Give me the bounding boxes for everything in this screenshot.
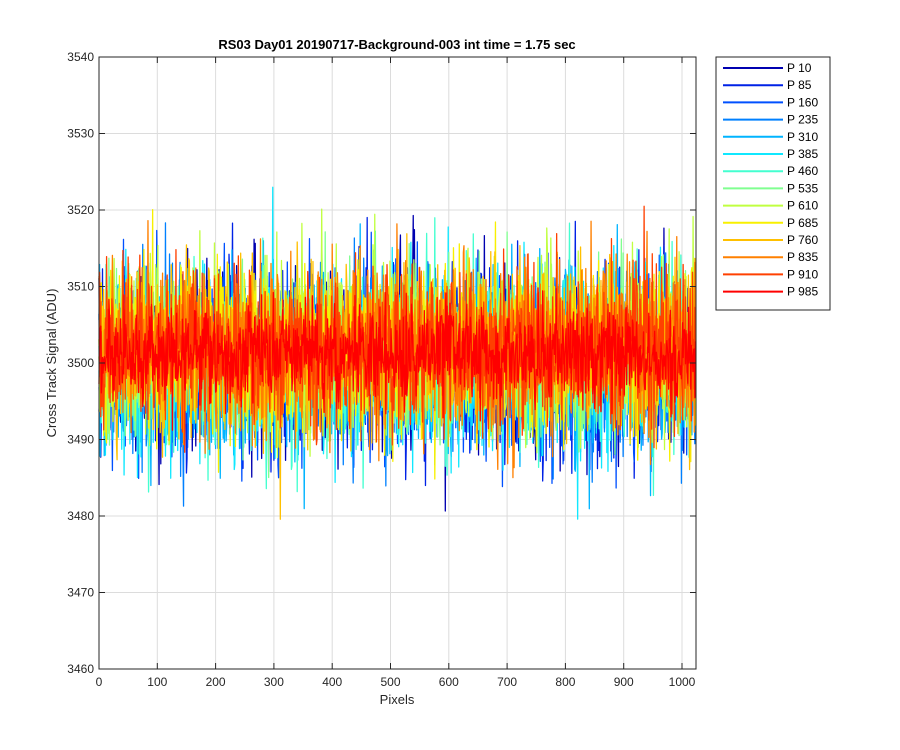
- legend-label: P 85: [787, 78, 812, 92]
- legend-label: P 310: [787, 130, 818, 144]
- legend-label: P 235: [787, 113, 818, 127]
- legend: P 10 P 85 P 160 P 235 P 310 P 385 P 460 P 535 P …: [715, 56, 831, 311]
- x-tick-label: 400: [322, 675, 342, 689]
- legend-entries: P 10 P 85 P 160 P 235 P 310 P 385 P 460 P 535 P …: [723, 61, 818, 299]
- legend-box: [715, 56, 831, 311]
- x-tick-label: 600: [439, 675, 459, 689]
- y-tick-label: 3540: [67, 50, 94, 64]
- x-tick-label: 0: [96, 675, 103, 689]
- y-tick-label: 3460: [67, 662, 94, 676]
- chart-title: RS03 Day01 20190717-Background-003 int t…: [218, 37, 575, 52]
- legend-label: P 385: [787, 147, 818, 161]
- legend-label: P 535: [787, 181, 818, 195]
- y-tick-label: 3520: [67, 203, 94, 217]
- legend-label: P 460: [787, 164, 818, 178]
- series-line-p-985: [98, 287, 697, 431]
- y-axis-label: Cross Track Signal (ADU): [44, 289, 59, 438]
- legend-label: P 610: [787, 199, 818, 213]
- series-layer: [98, 186, 697, 520]
- legend-label: P 10: [787, 61, 812, 75]
- series-line-p-910: [98, 205, 697, 453]
- y-tick-label: 3480: [67, 509, 94, 523]
- y-tick-label: 3490: [67, 433, 94, 447]
- y-tick-label: 3470: [67, 586, 94, 600]
- legend-label: P 685: [787, 216, 818, 230]
- legend-label: P 985: [787, 285, 818, 299]
- tick-layer: 0 100 200 300 400 500 600 700 800 900 1000 3460 3470…: [67, 50, 696, 689]
- x-tick-label: 100: [147, 675, 167, 689]
- y-tick-label: 3510: [67, 280, 94, 294]
- x-tick-label: 700: [497, 675, 517, 689]
- y-tick-label: 3500: [67, 356, 94, 370]
- x-tick-label: 800: [555, 675, 575, 689]
- y-tick-label: 3530: [67, 127, 94, 141]
- x-tick-label: 300: [264, 675, 284, 689]
- legend-label: P 760: [787, 233, 818, 247]
- legend-label: P 835: [787, 250, 818, 264]
- x-tick-label: 900: [614, 675, 634, 689]
- x-tick-label: 200: [206, 675, 226, 689]
- x-tick-label: 500: [380, 675, 400, 689]
- x-axis-label: Pixels: [380, 692, 415, 707]
- legend-label: P 910: [787, 267, 818, 281]
- legend-label: P 160: [787, 95, 818, 109]
- x-tick-label: 1000: [669, 675, 696, 689]
